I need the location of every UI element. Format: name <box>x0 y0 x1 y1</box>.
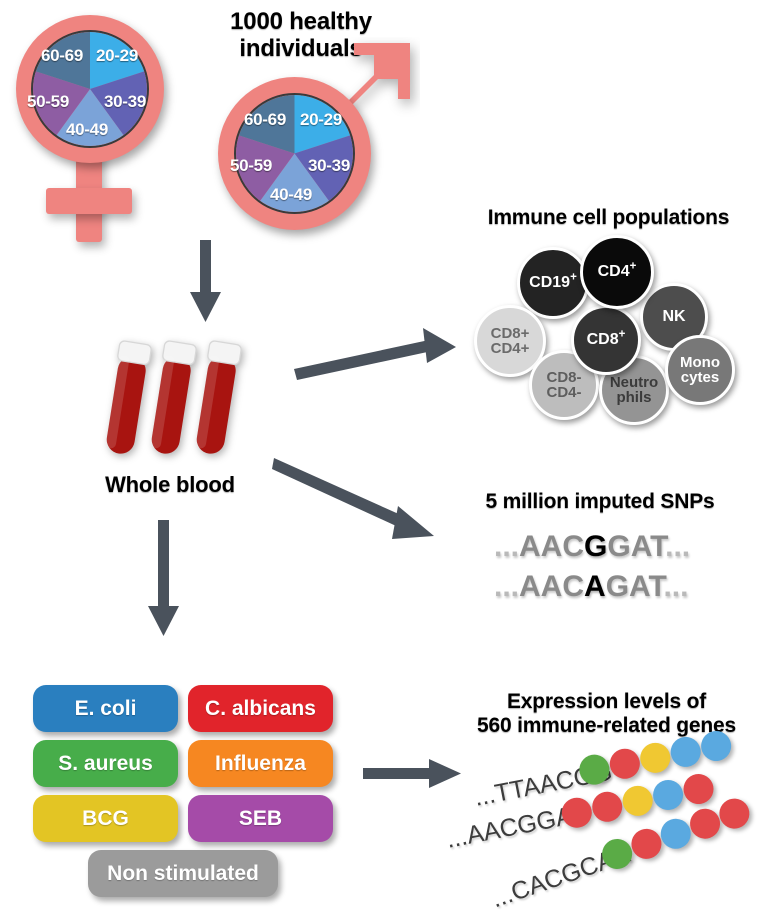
arrow-cohort-to-blood <box>190 240 221 322</box>
stimulus-e-coli[interactable]: E. coli <box>33 685 178 732</box>
snp-row: ...AACGGAT... <box>494 530 690 564</box>
blood-tube <box>106 340 152 454</box>
stimulus-s-aureus[interactable]: S. aureus <box>33 740 178 787</box>
arrow-blood-to-immune-cells <box>294 328 456 380</box>
gene-bead <box>637 740 673 776</box>
immune-cell-label: Neutro phils <box>609 373 659 406</box>
snp-suffix: ... <box>663 570 689 603</box>
immune-cell-label: CD4+ <box>597 260 637 280</box>
blood-tube <box>196 340 242 454</box>
blood-tubes <box>96 340 256 460</box>
stimulus-seb[interactable]: SEB <box>188 795 333 842</box>
stimulus-influenza[interactable]: Influenza <box>188 740 333 787</box>
stimulus-non-stimulated[interactable]: Non stimulated <box>88 850 278 897</box>
stimulus-c-albicans[interactable]: C. albicans <box>188 685 333 732</box>
snp-sequences: ...AACGGAT... ...AACAGAT... <box>486 530 736 620</box>
pie-segment-60-69 <box>35 32 90 89</box>
snp-pre: AAC <box>519 530 585 563</box>
immune-cell-label: CD8+ CD4+ <box>490 324 530 357</box>
genes-title: Expression levels of 560 immune-related … <box>444 690 769 738</box>
pie-segment-50-59 <box>33 71 90 136</box>
snp-post: GAT <box>607 530 666 563</box>
female-pie-label-30-39: 30-39 <box>104 92 146 111</box>
gene-bead <box>650 777 686 813</box>
cohort-title: 1000 healthy individuals <box>186 8 416 63</box>
male-pie-label-50-59: 50-59 <box>230 156 272 175</box>
female-pie-label-20-29: 20-29 <box>96 46 138 65</box>
snp-prefix: ... <box>494 570 520 603</box>
female-pie-label-60-69: 60-69 <box>41 46 83 65</box>
pie-segment-20-29 <box>294 95 351 154</box>
immune-cell-cd8: CD8+ <box>571 305 641 375</box>
snp-prefix: ... <box>494 530 520 563</box>
male-pie-label-30-39: 30-39 <box>308 156 350 175</box>
genes-title-line2: 560 immune-related genes <box>477 713 736 737</box>
gene-bead <box>668 734 704 770</box>
male-pie-label-60-69: 60-69 <box>244 110 286 129</box>
male-age-pie <box>234 93 355 214</box>
snp-suffix: ... <box>665 530 691 563</box>
immune-cell-label: NK <box>662 307 686 325</box>
snp-pre: AAC <box>519 570 585 603</box>
arrow-stimuli-to-genes <box>363 759 461 788</box>
immune-cell-label: CD8- CD4- <box>546 368 582 401</box>
female-age-pie <box>31 30 149 148</box>
male-pie-label-40-49: 40-49 <box>270 185 312 204</box>
stimuli-panel: E. coli C. albicans S. aureus Influenza … <box>33 685 333 897</box>
snp-row: ...AACAGAT... <box>494 570 688 604</box>
immune-cell-label: CD19+ <box>529 271 577 291</box>
cohort-title-line1: 1000 healthy <box>230 8 372 35</box>
pie-segment-40-49 <box>260 153 329 212</box>
female-symbol: 20-29 30-39 40-49 50-59 60-69 <box>8 10 188 242</box>
pie-segment-50-59 <box>236 135 295 201</box>
pie-segment-40-49 <box>56 89 124 146</box>
arrow-blood-to-snps <box>272 458 434 539</box>
pie-segment-30-39 <box>90 71 147 136</box>
male-pie-label-20-29: 20-29 <box>300 110 342 129</box>
gene-bead <box>680 771 717 807</box>
immune-cell-monocytes: Mono cytes <box>665 335 735 405</box>
cohort-title-line2: individuals <box>239 35 363 63</box>
snp-variant: G <box>584 530 608 563</box>
female-pie-label-50-59: 50-59 <box>27 92 69 111</box>
pie-segment-30-39 <box>294 135 353 201</box>
immune-cell-cd4: CD4+ <box>580 235 654 309</box>
female-symbol-crossbar <box>46 188 132 214</box>
immune-cell-cd19: CD19+ <box>517 247 589 319</box>
snps-title: 5 million imputed SNPs <box>485 490 715 513</box>
whole-blood-label: Whole blood <box>105 472 235 497</box>
male-symbol: 20-29 30-39 40-49 50-59 60-69 <box>210 43 410 255</box>
immune-cell-label: Mono cytes <box>680 353 720 386</box>
immune-cell-label: CD8+ <box>586 328 626 348</box>
immune-title: Immune cell populations <box>487 206 730 229</box>
gene-strands: ...TTAACGG ...AACGGAT ...CACGCAA <box>444 728 771 913</box>
gene-bead <box>715 794 754 833</box>
pie-segment-20-29 <box>90 32 145 89</box>
genes-title-line1: Expression levels of <box>506 690 707 713</box>
blood-tube <box>151 340 197 454</box>
pie-segment-60-69 <box>238 95 295 154</box>
immune-cell-cluster: CD19+ CD4+ NK CD8+ CD4+ CD8+ CD8- CD4- Neu… <box>460 235 760 425</box>
snp-variant: A <box>584 570 606 603</box>
snp-post: GAT <box>605 570 664 603</box>
female-pie-label-40-49: 40-49 <box>66 120 108 139</box>
stimulus-bcg[interactable]: BCG <box>33 795 178 842</box>
gene-bead <box>620 783 656 819</box>
arrow-blood-to-stimuli <box>148 520 179 636</box>
gene-bead <box>589 789 625 825</box>
